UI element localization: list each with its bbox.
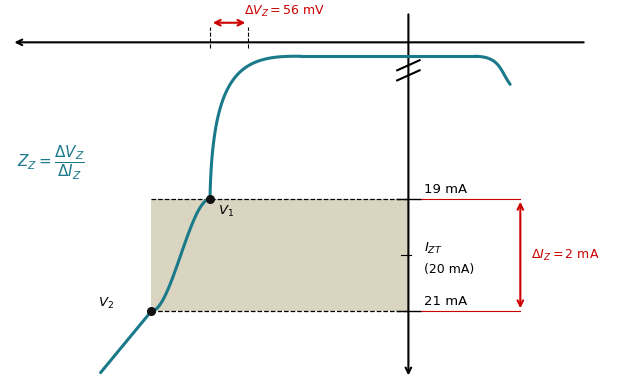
Text: $V_1$: $V_1$ xyxy=(218,203,234,218)
Text: $\Delta V_Z = 56\ \mathrm{mV}$: $\Delta V_Z = 56\ \mathrm{mV}$ xyxy=(244,3,326,19)
Text: (20 mA): (20 mA) xyxy=(424,263,474,275)
Bar xyxy=(151,199,408,311)
Text: 19 mA: 19 mA xyxy=(424,183,467,196)
Text: 21 mA: 21 mA xyxy=(424,295,467,308)
Text: $\Delta I_Z = 2\ \mathrm{mA}$: $\Delta I_Z = 2\ \mathrm{mA}$ xyxy=(530,248,599,263)
Text: $I_{ZT}$: $I_{ZT}$ xyxy=(424,241,442,256)
Text: $Z_Z = \dfrac{\Delta V_Z}{\Delta I_Z}$: $Z_Z = \dfrac{\Delta V_Z}{\Delta I_Z}$ xyxy=(17,144,85,182)
Text: $V_2$: $V_2$ xyxy=(98,296,114,311)
